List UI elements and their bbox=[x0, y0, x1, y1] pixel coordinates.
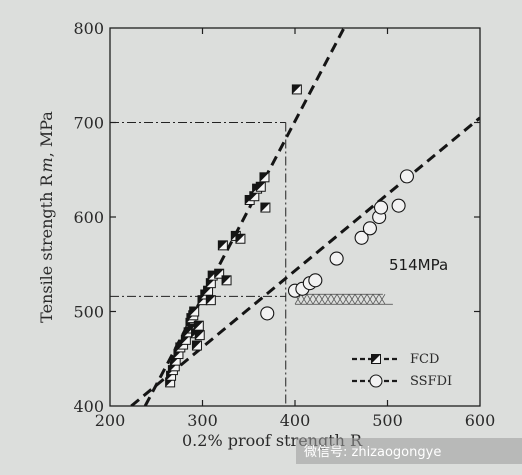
fcd-point-34 bbox=[259, 172, 270, 183]
watermark: 微信号: zhizaogongye bbox=[296, 438, 522, 464]
x-tick-label-300: 300 bbox=[187, 411, 218, 430]
ssfdi-point-6 bbox=[354, 230, 369, 245]
fcd-point-18 bbox=[194, 330, 205, 341]
x-tick-label-600: 600 bbox=[465, 411, 496, 430]
ssfdi-point-0 bbox=[260, 306, 275, 321]
x-tick-label-500: 500 bbox=[372, 411, 403, 430]
band-hatch bbox=[318, 294, 326, 305]
band-hatch bbox=[378, 294, 386, 305]
ssfdi-point-7 bbox=[362, 221, 377, 236]
band-hatch bbox=[348, 294, 356, 305]
legend-fcd-marker bbox=[371, 354, 381, 364]
fcd-point-33 bbox=[255, 181, 266, 192]
y-tick-label-800: 800 bbox=[73, 19, 104, 38]
fcd-point-17 bbox=[191, 340, 202, 351]
reference-lines bbox=[110, 122, 393, 406]
fcd-point-27 bbox=[221, 275, 232, 286]
ssfdi-point-9 bbox=[373, 200, 389, 215]
watermark-bg bbox=[296, 438, 522, 464]
band-hatch bbox=[372, 294, 380, 305]
band-hatch bbox=[354, 294, 362, 305]
fcd-point-26 bbox=[217, 240, 228, 251]
fcd-point-25 bbox=[214, 268, 225, 279]
band-hatch bbox=[330, 294, 338, 305]
watermark-text: 微信号: zhizaogongye bbox=[304, 445, 441, 460]
fcd-point-24 bbox=[205, 295, 216, 306]
legend-fcd-label: FCD bbox=[410, 352, 439, 367]
y-tick-label-600: 600 bbox=[73, 208, 104, 227]
band-hatch bbox=[360, 294, 368, 305]
legend-box bbox=[344, 340, 474, 400]
y-tick-label-500: 500 bbox=[73, 303, 104, 322]
x-tick-label-200: 200 bbox=[95, 411, 126, 430]
y-tick-label-400: 400 bbox=[73, 397, 104, 416]
annotation-514mpa: 514MPa bbox=[389, 256, 448, 274]
y-axis-title: Tensile strength Rm, MPa bbox=[37, 111, 56, 323]
legend-fcd-square bbox=[371, 354, 381, 364]
fcd-point-35 bbox=[260, 202, 271, 213]
band-hatch bbox=[300, 294, 308, 305]
band-hatch bbox=[366, 294, 374, 305]
trend-line-ssfdi bbox=[130, 116, 480, 406]
band-hatch bbox=[306, 294, 314, 305]
x-tick-label-400: 400 bbox=[280, 411, 311, 430]
fcd-point-29 bbox=[235, 233, 246, 244]
band-hatch bbox=[324, 294, 332, 305]
y-tick-label-700: 700 bbox=[73, 114, 104, 133]
legend: FCD SSFDI bbox=[344, 340, 474, 400]
ssfdi-point-10 bbox=[391, 198, 406, 213]
fcd-point-36 bbox=[291, 84, 302, 95]
data-points bbox=[165, 84, 414, 388]
axis-ticks: 200 300 400 500 600 400 500 600 700 800 bbox=[73, 19, 495, 430]
band-hatch bbox=[336, 294, 344, 305]
ssfdi-point-4 bbox=[308, 273, 323, 288]
fcd-point-16 bbox=[193, 320, 204, 331]
fcd-point-13 bbox=[189, 306, 200, 317]
ssfdi-point-5 bbox=[329, 251, 344, 266]
legend-ssfdi-marker bbox=[369, 374, 383, 388]
ssfdi-point-11 bbox=[399, 169, 414, 184]
band-hatch bbox=[294, 294, 302, 305]
legend-ssfdi-label: SSFDI bbox=[410, 374, 452, 389]
band-hatch bbox=[342, 294, 350, 305]
band-hatch bbox=[312, 294, 320, 305]
